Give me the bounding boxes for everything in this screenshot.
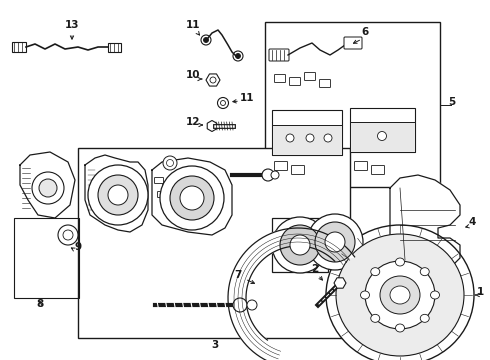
Text: 5: 5 [448, 97, 456, 107]
Circle shape [160, 166, 224, 230]
Ellipse shape [371, 268, 380, 276]
Text: 13: 13 [65, 20, 79, 30]
FancyBboxPatch shape [292, 166, 304, 175]
Circle shape [280, 225, 320, 265]
Text: 6: 6 [362, 27, 368, 37]
Ellipse shape [365, 261, 435, 329]
Circle shape [290, 235, 310, 255]
Circle shape [180, 186, 204, 210]
Text: 12: 12 [186, 117, 200, 127]
Ellipse shape [390, 286, 410, 304]
FancyBboxPatch shape [269, 49, 289, 61]
Circle shape [306, 134, 314, 142]
Polygon shape [228, 228, 355, 360]
Text: 10: 10 [186, 70, 200, 80]
Circle shape [377, 131, 387, 140]
Circle shape [324, 134, 332, 142]
Circle shape [170, 176, 214, 220]
FancyBboxPatch shape [319, 80, 330, 87]
Circle shape [325, 232, 345, 252]
Bar [272, 110, 342, 155]
Text: 2: 2 [311, 264, 318, 274]
Bar [108, 43, 121, 52]
FancyBboxPatch shape [163, 184, 172, 190]
Ellipse shape [336, 234, 464, 356]
Ellipse shape [420, 314, 429, 322]
Circle shape [39, 179, 57, 197]
FancyBboxPatch shape [371, 166, 385, 175]
Polygon shape [20, 152, 75, 218]
Ellipse shape [420, 268, 429, 276]
Ellipse shape [395, 324, 405, 332]
Polygon shape [85, 155, 148, 232]
Bar [272, 125, 342, 155]
Circle shape [307, 214, 363, 270]
FancyBboxPatch shape [354, 162, 368, 171]
Ellipse shape [326, 225, 474, 360]
Text: 11: 11 [240, 93, 254, 103]
Text: 1: 1 [476, 287, 484, 297]
Ellipse shape [371, 314, 380, 322]
Ellipse shape [431, 291, 440, 299]
Polygon shape [390, 175, 460, 272]
Text: 7: 7 [234, 270, 242, 280]
Circle shape [163, 156, 177, 170]
FancyBboxPatch shape [290, 77, 300, 85]
Text: 4: 4 [468, 217, 476, 227]
FancyBboxPatch shape [344, 37, 362, 49]
Circle shape [203, 37, 209, 42]
Circle shape [315, 222, 355, 262]
Circle shape [236, 54, 241, 58]
Text: 11: 11 [186, 20, 200, 30]
Circle shape [271, 171, 279, 179]
Circle shape [286, 134, 294, 142]
Circle shape [218, 98, 228, 108]
Bar [272, 218, 328, 272]
Ellipse shape [380, 276, 420, 314]
FancyBboxPatch shape [304, 72, 316, 81]
Circle shape [210, 77, 216, 83]
Bar [78, 148, 350, 338]
Ellipse shape [395, 258, 405, 266]
Circle shape [32, 172, 64, 204]
Ellipse shape [361, 291, 369, 299]
Text: 9: 9 [74, 242, 81, 252]
FancyBboxPatch shape [157, 192, 167, 198]
Circle shape [108, 185, 128, 205]
Circle shape [233, 51, 243, 61]
Circle shape [88, 165, 148, 225]
Circle shape [220, 100, 225, 105]
FancyBboxPatch shape [274, 75, 286, 82]
Bar [272, 217, 328, 273]
Circle shape [167, 159, 173, 166]
Bar [350, 122, 415, 152]
FancyBboxPatch shape [154, 177, 164, 184]
Circle shape [233, 298, 247, 312]
Circle shape [201, 35, 211, 45]
Polygon shape [152, 158, 232, 235]
Circle shape [58, 225, 78, 245]
FancyBboxPatch shape [274, 162, 288, 171]
Text: 8: 8 [36, 299, 44, 309]
Text: 3: 3 [211, 340, 219, 350]
Circle shape [262, 169, 274, 181]
Bar [350, 108, 415, 152]
Circle shape [247, 300, 257, 310]
Bar [14, 218, 79, 298]
Bar [12, 42, 26, 52]
Circle shape [63, 230, 73, 240]
Circle shape [272, 217, 328, 273]
Bar [265, 22, 440, 187]
Circle shape [98, 175, 138, 215]
